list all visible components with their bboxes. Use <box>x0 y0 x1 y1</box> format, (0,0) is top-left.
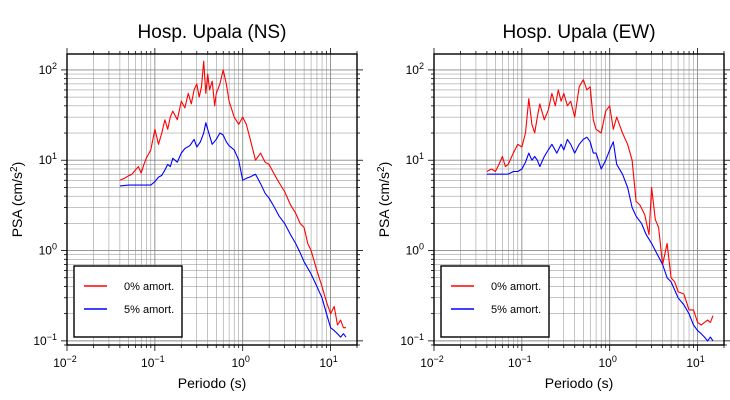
series-line-undamped <box>119 60 346 329</box>
x-tick-label: 10−1 <box>508 354 532 370</box>
legend-label: 5% amort. <box>491 304 541 316</box>
chart-panel-ns: 10−2 10−1 100 101 10−1 100 101 102 Hosp. Upala (… <box>9 22 363 391</box>
x-tick-label: 10−1 <box>141 354 165 370</box>
chart-title: Hosp. Upala (EW) <box>502 22 655 43</box>
y-axis-label: PSA (cm/s2) <box>376 162 392 238</box>
legend-label: 0% amort. <box>491 281 541 293</box>
chart-title: Hosp. Upala (NS) <box>138 22 287 43</box>
x-axis-label: Periodo (s) <box>178 375 246 391</box>
x-tick-label: 10−2 <box>420 354 444 370</box>
legend-label: 0% amort. <box>124 281 174 293</box>
y-tick-label: 10−1 <box>33 332 57 348</box>
plot-frame <box>66 53 358 346</box>
y-tick-label: 102 <box>39 61 57 77</box>
y-tick-label: 10−1 <box>400 332 424 348</box>
x-tick-label: 101 <box>686 354 704 370</box>
plot-frame <box>433 53 725 346</box>
x-tick-label: 100 <box>232 354 250 370</box>
series-line-damped <box>119 122 347 338</box>
legend-box <box>73 265 183 338</box>
series-line-undamped <box>486 79 714 326</box>
y-tick-label: 100 <box>406 242 424 258</box>
legend: 0% amort. 5% amort. <box>73 265 183 338</box>
legend-box <box>440 265 550 338</box>
y-tick-label: 100 <box>39 242 57 258</box>
legend: 0% amort. 5% amort. <box>440 265 550 338</box>
legend-label: 5% amort. <box>124 304 174 316</box>
chart-panel-ew: 10−2 10−1 100 101 10−1 100 101 102 Hosp. Upala (… <box>376 22 730 391</box>
x-tick-label: 100 <box>599 354 617 370</box>
x-tick-label: 10−2 <box>53 354 77 370</box>
y-tick-label: 101 <box>39 151 57 167</box>
x-tick-label: 101 <box>319 354 337 370</box>
x-axis-label: Periodo (s) <box>545 375 613 391</box>
y-axis-label: PSA (cm/s2) <box>9 162 25 238</box>
y-tick-label: 102 <box>406 61 424 77</box>
series-line-damped <box>486 136 714 342</box>
y-tick-label: 101 <box>406 151 424 167</box>
